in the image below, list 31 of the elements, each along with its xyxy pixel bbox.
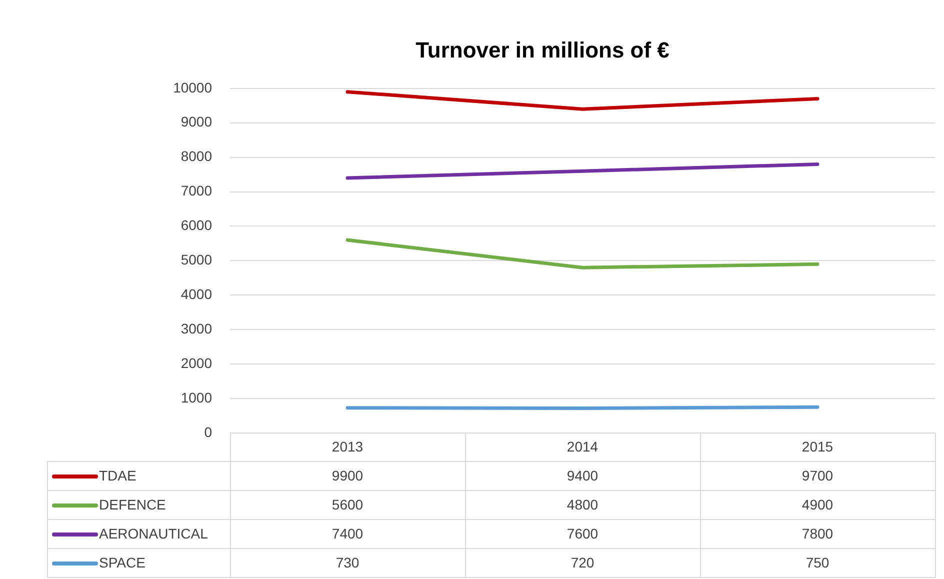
y-tick-label: 6000	[180, 217, 212, 234]
y-tick-label: 10000	[173, 79, 212, 96]
y-tick-label: 8000	[180, 148, 212, 164]
legend-label: DEFENCE	[99, 496, 166, 512]
x-tick-label: 2014	[566, 438, 598, 454]
data-label: 9700	[802, 467, 834, 484]
data-label: 730	[336, 554, 360, 570]
data-label: 720	[570, 554, 594, 570]
data-label: 4800	[566, 496, 598, 512]
data-label: 7800	[802, 525, 834, 542]
y-tick-label: 5000	[180, 252, 212, 268]
legend-label: SPACE	[99, 554, 146, 570]
y-tick-label: 4000	[180, 286, 212, 302]
x-tick-label: 2015	[802, 438, 834, 454]
chart-title: Turnover in millions of €	[416, 37, 670, 62]
y-tick-label: 2000	[180, 354, 212, 371]
y-tick-label: 9000	[180, 114, 212, 130]
data-label: 7400	[332, 525, 364, 542]
legend-label: AERONAUTICAL	[99, 525, 208, 542]
data-label: 9400	[566, 467, 598, 484]
data-label: 750	[806, 554, 830, 570]
data-label: 9900	[332, 467, 364, 484]
y-tick-label: 0	[204, 424, 212, 440]
y-tick-label: 1000	[180, 389, 212, 406]
data-label: 5600	[332, 496, 364, 512]
y-tick-label: 7000	[180, 182, 212, 199]
x-tick-label: 2013	[332, 438, 364, 454]
data-label: 4900	[802, 496, 834, 512]
legend-label: TDAE	[99, 467, 136, 484]
data-label: 7600	[566, 525, 598, 542]
y-tick-label: 3000	[180, 320, 212, 336]
